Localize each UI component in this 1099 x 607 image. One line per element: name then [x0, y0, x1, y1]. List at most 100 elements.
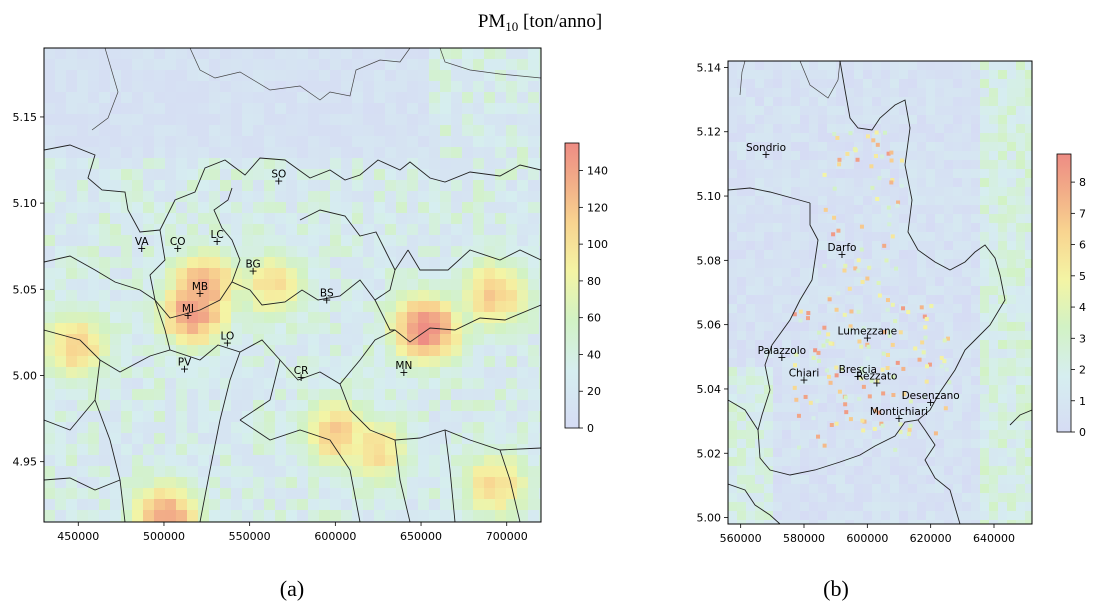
heatmap-cell [1007, 277, 1016, 286]
heatmap-cell [121, 455, 132, 466]
heatmap-cell [506, 334, 517, 345]
heatmap-cell [953, 286, 962, 295]
heatmap-cell [440, 444, 451, 455]
heatmap-cell [495, 191, 506, 202]
heatmap-cell [882, 243, 887, 248]
heatmap-cell [308, 136, 319, 147]
heatmap-cell [989, 448, 998, 457]
heatmap-cell [737, 430, 746, 439]
heatmap-cell [407, 180, 418, 191]
heatmap-cell [132, 169, 143, 180]
heatmap-cell [917, 331, 926, 340]
heatmap-cell [539, 202, 541, 213]
heatmap-cell [176, 411, 187, 422]
heatmap-cell [407, 235, 418, 246]
heatmap-cell [385, 477, 396, 488]
heatmap-cell [890, 342, 895, 347]
heatmap-cell [539, 290, 541, 301]
heatmap-cell [809, 403, 818, 412]
heatmap-cell [429, 444, 440, 455]
heatmap-cell [773, 70, 782, 79]
heatmap-cell [462, 114, 473, 125]
heatmap-cell [1025, 340, 1032, 349]
heatmap-cell [1025, 124, 1032, 133]
heatmap-cell [209, 466, 220, 477]
heatmap-cell [890, 205, 899, 214]
heatmap-cell [110, 312, 121, 323]
heatmap-cell [827, 232, 836, 241]
heatmap-cell [1007, 133, 1016, 142]
heatmap-cell [764, 268, 773, 277]
heatmap-cell [809, 97, 818, 106]
heatmap-cell [330, 70, 341, 81]
heatmap-cell [827, 430, 836, 439]
heatmap-cell [264, 180, 275, 191]
heatmap-cell [980, 160, 989, 169]
heatmap-cell [953, 61, 962, 70]
heatmap-cell [908, 232, 917, 241]
heatmap-cell [953, 448, 962, 457]
heatmap-cell [110, 433, 121, 444]
heatmap-cell [99, 323, 110, 334]
heatmap-cell [176, 213, 187, 224]
heatmap-cell [989, 232, 998, 241]
heatmap-cell [88, 246, 99, 257]
heatmap-cell [872, 426, 877, 431]
heatmap-cell [917, 223, 926, 232]
city-marker: + [195, 287, 204, 300]
heatmap-cell [953, 385, 962, 394]
heatmap-cell [363, 411, 374, 422]
heatmap-cell [231, 147, 242, 158]
heatmap-cell [341, 81, 352, 92]
heatmap-cell [989, 340, 998, 349]
heatmap-cell [971, 115, 980, 124]
heatmap-cell [755, 250, 764, 259]
heatmap-cell [962, 196, 971, 205]
heatmap-cell [980, 115, 989, 124]
heatmap-cell [728, 169, 737, 178]
heatmap-cell [473, 136, 484, 147]
heatmap-cell [363, 268, 374, 279]
heatmap-cell [99, 92, 110, 103]
heatmap-cell [275, 466, 286, 477]
heatmap-cell [363, 48, 374, 59]
heatmap-cell [55, 70, 66, 81]
heatmap-cell [998, 430, 1007, 439]
heatmap-cell [242, 235, 253, 246]
heatmap-cell [782, 304, 791, 313]
heatmap-cell [220, 455, 231, 466]
heatmap-cell [275, 444, 286, 455]
heatmap-cell [1007, 466, 1016, 475]
heatmap-cell [495, 466, 506, 477]
heatmap-cell [374, 422, 385, 433]
heatmap-cell [809, 520, 818, 524]
heatmap-cell [755, 115, 764, 124]
heatmap-cell [863, 61, 872, 70]
heatmap-cell [944, 403, 953, 412]
heatmap-cell [275, 202, 286, 213]
heatmap-cell [953, 187, 962, 196]
heatmap-cell [917, 232, 926, 241]
heatmap-cell [275, 510, 286, 521]
heatmap-cell [746, 268, 755, 277]
heatmap-cell [836, 115, 845, 124]
heatmap-cell [953, 151, 962, 160]
heatmap-cell [539, 279, 541, 290]
heatmap-cell [330, 103, 341, 114]
heatmap-cell [319, 235, 330, 246]
heatmap-cell [99, 81, 110, 92]
heatmap-cell [539, 477, 541, 488]
heatmap-cell [242, 323, 253, 334]
heatmap-cell [132, 367, 143, 378]
heatmap-cell [818, 88, 827, 97]
heatmap-cell [198, 466, 209, 477]
heatmap-cell [517, 158, 528, 169]
heatmap-cell [856, 258, 861, 263]
heatmap-cell [782, 430, 791, 439]
heatmap-cell [899, 475, 908, 484]
heatmap-cell [1016, 196, 1025, 205]
heatmap-cell [962, 250, 971, 259]
heatmap-cell [242, 290, 253, 301]
heatmap-cell [899, 115, 908, 124]
heatmap-cell [980, 322, 989, 331]
